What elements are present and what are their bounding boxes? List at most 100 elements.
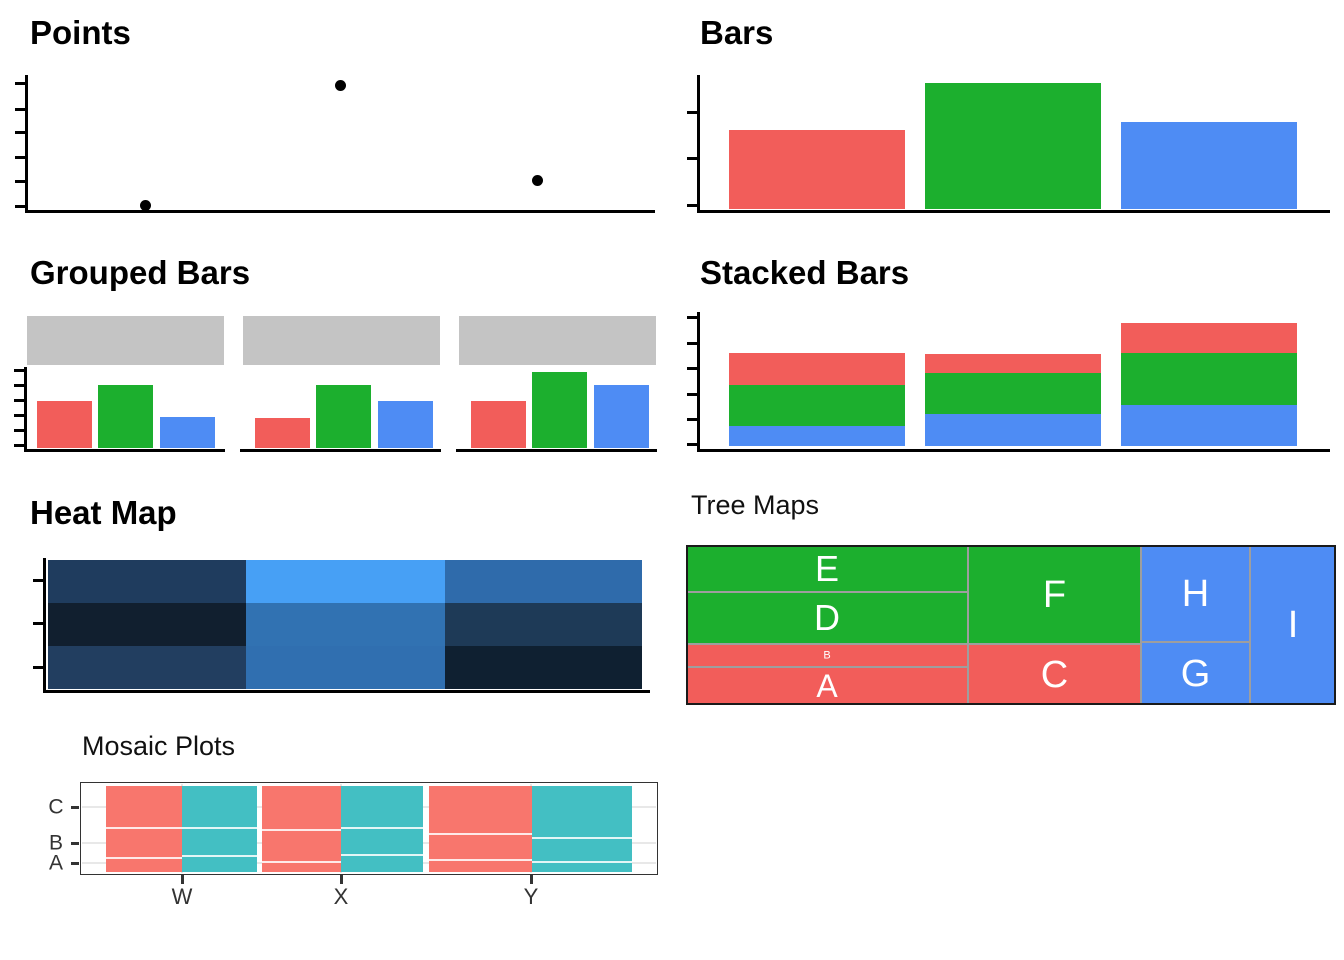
y-axis-tick bbox=[687, 392, 697, 396]
mosaic-column-divider bbox=[262, 861, 341, 863]
mosaic-column-divider bbox=[429, 859, 532, 861]
bar-rect bbox=[729, 130, 905, 209]
y-axis-tick bbox=[33, 665, 43, 669]
y-axis-tick bbox=[14, 398, 24, 402]
bar-rect bbox=[316, 385, 371, 448]
mosaic-x-tick bbox=[339, 875, 343, 884]
stacked-bar-segment bbox=[729, 426, 905, 446]
tree-maps-chart-title: Tree Maps bbox=[691, 490, 820, 520]
heatmap-cell bbox=[445, 560, 642, 603]
y-axis-tick bbox=[14, 413, 24, 417]
bar-rect bbox=[378, 401, 433, 448]
y-axis-tick bbox=[687, 442, 697, 446]
y-axis-line bbox=[697, 75, 700, 212]
y-axis-tick bbox=[14, 383, 24, 387]
x-axis-line bbox=[697, 209, 1330, 213]
mosaic-column bbox=[106, 786, 182, 872]
treemap-cell-label: D bbox=[814, 597, 840, 638]
treemap-cell-label: H bbox=[1181, 572, 1210, 615]
x-axis-line bbox=[697, 448, 1330, 452]
stacked-bars-chart-title: Stacked Bars bbox=[700, 254, 910, 291]
stacked-bar-segment bbox=[925, 373, 1101, 414]
y-axis-tick bbox=[15, 81, 25, 85]
mosaic-y-tick bbox=[71, 861, 79, 865]
bar-rect bbox=[160, 417, 215, 448]
y-axis-tick bbox=[687, 156, 697, 160]
facet-strip bbox=[459, 316, 656, 365]
x-axis-line bbox=[24, 448, 225, 452]
mosaic-x-tick bbox=[529, 875, 533, 884]
treemap-outer-border bbox=[686, 545, 1336, 705]
y-axis-tick bbox=[687, 110, 697, 114]
mosaic-column bbox=[429, 786, 532, 872]
treemap-cell-label: I bbox=[1287, 604, 1299, 646]
mosaic-column-divider bbox=[106, 857, 182, 859]
grouped-bars-chart-title: Grouped Bars bbox=[30, 254, 251, 291]
bar-rect bbox=[255, 418, 310, 448]
scatter-dot bbox=[334, 79, 346, 91]
mosaic-x-axis-label: W bbox=[171, 884, 193, 909]
treemap-cell bbox=[686, 592, 968, 644]
bar-rect bbox=[471, 401, 526, 448]
y-axis-tick bbox=[15, 130, 25, 134]
points-chart-title: Points bbox=[30, 14, 131, 51]
treemap-cell-label: A bbox=[816, 668, 838, 704]
treemap-cell bbox=[1141, 642, 1250, 705]
mosaic-x-axis-label: Y bbox=[523, 884, 539, 909]
mosaic-y-axis-label: B bbox=[48, 831, 64, 855]
y-axis-line bbox=[24, 367, 27, 451]
stacked-bar-segment bbox=[729, 353, 905, 385]
mosaic-column bbox=[341, 786, 423, 872]
y-axis-tick bbox=[14, 443, 24, 447]
y-axis-line bbox=[43, 558, 46, 692]
treemap-cell-label: G bbox=[1180, 652, 1211, 695]
x-axis-line bbox=[240, 448, 441, 452]
mosaic-column-divider bbox=[429, 833, 532, 835]
bar-rect bbox=[925, 83, 1101, 209]
mosaic-column-divider bbox=[106, 827, 182, 829]
y-axis-tick bbox=[15, 204, 25, 208]
x-axis-line bbox=[456, 448, 657, 452]
mosaic-column-divider bbox=[341, 827, 423, 829]
mosaic-column-divider bbox=[182, 855, 257, 857]
heatmap-cell bbox=[48, 560, 246, 603]
treemap-cell-label: C bbox=[1040, 653, 1069, 696]
bar-rect bbox=[37, 401, 92, 448]
heatmap-cell bbox=[48, 646, 246, 689]
bar-rect bbox=[98, 385, 153, 448]
heatmap-cell bbox=[445, 603, 642, 646]
mosaic-x-axis-label: X bbox=[333, 884, 349, 909]
stacked-bar-segment bbox=[1121, 405, 1297, 446]
y-axis-tick bbox=[15, 155, 25, 159]
y-axis-tick bbox=[33, 578, 43, 582]
stacked-bar-segment bbox=[1121, 323, 1297, 353]
x-axis-line bbox=[25, 209, 655, 213]
bar-rect bbox=[1121, 122, 1297, 209]
y-axis-tick bbox=[14, 368, 24, 372]
treemap-cell-label: B bbox=[823, 649, 831, 661]
heatmap-cell bbox=[48, 603, 246, 646]
y-axis-line bbox=[697, 312, 700, 452]
facet-strip bbox=[243, 316, 440, 365]
y-axis-tick bbox=[687, 203, 697, 207]
y-axis-tick bbox=[687, 315, 697, 319]
mosaic-y-axis-label: C bbox=[48, 795, 64, 819]
mosaic-column bbox=[182, 786, 257, 872]
treemap-cell bbox=[968, 545, 1141, 644]
mosaic-x-tick bbox=[180, 875, 184, 884]
y-axis-tick bbox=[15, 107, 25, 111]
mosaic-y-axis-label: A bbox=[48, 851, 64, 875]
bar-rect bbox=[532, 372, 587, 448]
stacked-bar-segment bbox=[729, 385, 905, 426]
heatmap-cell bbox=[246, 603, 445, 646]
x-axis-line bbox=[43, 689, 650, 693]
y-axis-tick bbox=[33, 621, 43, 625]
heat-map-chart-title: Heat Map bbox=[30, 494, 177, 531]
treemap-cell bbox=[1141, 545, 1250, 642]
heatmap-cell bbox=[246, 646, 445, 689]
mosaic-column-divider bbox=[262, 829, 341, 831]
scatter-dot bbox=[531, 174, 543, 186]
mosaic-y-tick bbox=[71, 841, 79, 845]
facet-strip bbox=[27, 316, 224, 365]
